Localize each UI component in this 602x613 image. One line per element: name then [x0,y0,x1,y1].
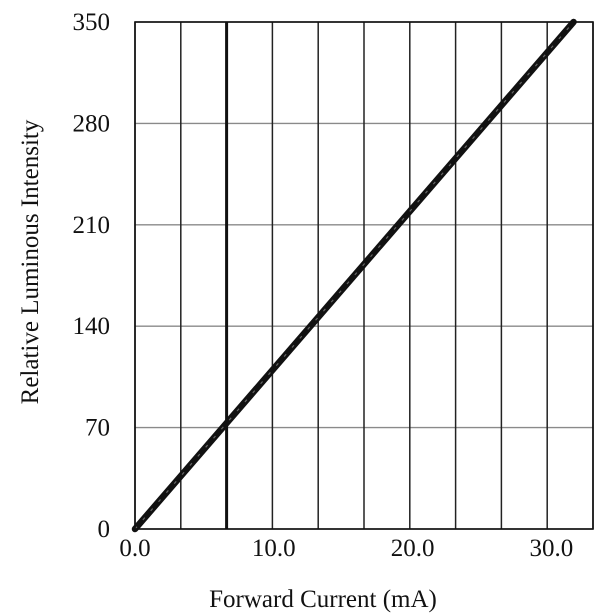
y-tick-label: 350 [73,9,111,36]
x-tick-label: 20.0 [391,535,435,562]
x-tick-label: 10.0 [252,535,296,562]
y-tick-label: 210 [73,212,111,239]
x-tick-label: 30.0 [529,535,573,562]
x-tick-labels: 0.0 10.0 20.0 30.0 [119,535,573,562]
series-line [131,18,577,533]
x-tick-label: 0.0 [119,535,150,562]
y-tick-label: 280 [73,110,111,137]
plot-frame [134,21,594,530]
y-tick-label: 70 [85,415,110,442]
y-tick-label: 0 [98,516,111,543]
y-tick-labels: 0 70 140 210 280 350 [73,9,111,543]
y-tick-label: 140 [73,313,111,340]
x-axis-title: Forward Current (mA) [209,586,437,613]
data-series [131,18,577,533]
y-axis-title: Relative Luminous Intensity [17,119,44,404]
